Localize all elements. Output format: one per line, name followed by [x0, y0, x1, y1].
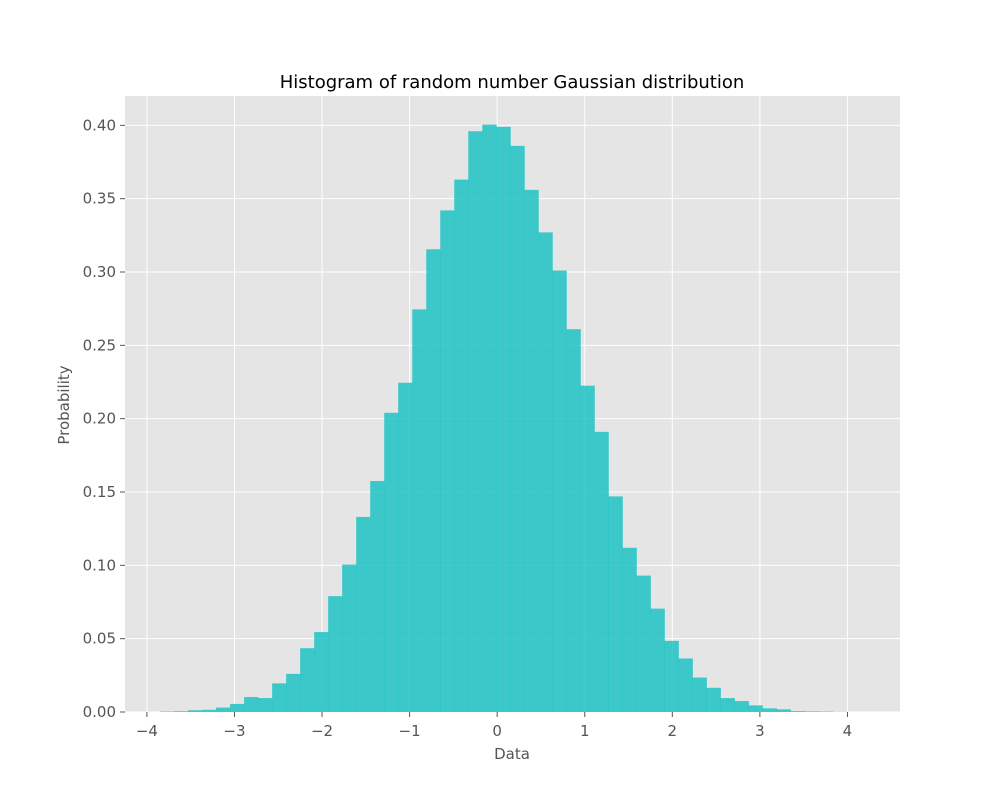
histogram-bar	[790, 711, 805, 712]
chart-title: Histogram of random number Gaussian dist…	[280, 72, 745, 93]
histogram-bar	[566, 329, 581, 712]
y-tick-label: 0.25	[83, 336, 116, 354]
x-tick-label: 2	[668, 722, 678, 740]
histogram-bar	[762, 708, 777, 712]
x-tick-label: 1	[580, 722, 590, 740]
histogram-bar	[776, 709, 791, 712]
histogram-bar	[286, 673, 301, 712]
histogram-bar	[524, 189, 539, 712]
y-axis-label: Probability	[55, 365, 73, 444]
histogram-bar	[202, 709, 217, 712]
histogram-bar	[272, 683, 287, 712]
histogram-bar	[650, 608, 665, 712]
x-tick-label: −1	[399, 722, 421, 740]
histogram-bar	[314, 632, 329, 712]
histogram-bar	[468, 131, 483, 712]
histogram-bar	[412, 309, 427, 712]
histogram-bar	[678, 658, 693, 712]
x-tick-label: 0	[492, 722, 502, 740]
histogram-bar	[720, 698, 735, 712]
histogram-bar	[594, 431, 609, 712]
histogram-bar	[482, 124, 497, 713]
histogram-bar	[328, 596, 343, 712]
x-tick-label: −2	[311, 722, 333, 740]
histogram-bar	[230, 703, 245, 712]
y-tick-label: 0.40	[83, 116, 116, 134]
y-tick-label: 0.35	[83, 190, 116, 208]
histogram-bar	[258, 698, 273, 712]
histogram-bar	[244, 697, 259, 712]
histogram-bar	[370, 481, 385, 712]
histogram-bar	[692, 677, 707, 712]
histogram-bar	[174, 711, 189, 712]
histogram-bar	[384, 412, 399, 712]
x-tick-label: −4	[136, 722, 158, 740]
x-tick-label: −3	[223, 722, 245, 740]
histogram-bar	[664, 640, 679, 712]
y-tick-label: 0.00	[83, 703, 116, 721]
histogram-bar	[356, 516, 371, 712]
histogram-bar	[636, 575, 651, 712]
y-tick-label: 0.15	[83, 483, 116, 501]
histogram-bar	[734, 701, 749, 712]
x-tick-label: 4	[843, 722, 853, 740]
x-axis-label: Data	[494, 745, 530, 763]
histogram-bar	[608, 496, 623, 712]
histogram-bar	[440, 210, 455, 712]
histogram-bar	[622, 547, 637, 712]
x-tick-labels: −4 −3 −2 −1 0 1 2 3 4	[136, 722, 852, 740]
y-tick-labels: 0.00 0.05 0.10 0.15 0.20 0.25 0.30 0.35 0.40	[83, 116, 116, 721]
histogram-bar	[496, 126, 511, 713]
histogram-bar	[580, 385, 595, 712]
x-tick-label: 3	[755, 722, 765, 740]
y-tick-label: 0.05	[83, 630, 116, 648]
histogram-bar	[552, 270, 567, 712]
histogram-bar	[342, 564, 357, 712]
histogram-bar	[706, 687, 721, 712]
histogram-bar	[510, 145, 525, 712]
histogram-bar	[398, 382, 413, 712]
y-tick-marks	[120, 124, 125, 713]
y-tick-label: 0.10	[83, 556, 116, 574]
histogram-bar	[804, 711, 819, 712]
histogram-bar	[216, 707, 231, 712]
histogram-bar	[538, 232, 553, 712]
histogram-bar	[748, 705, 763, 712]
histogram-bar	[454, 179, 469, 713]
histogram-bar	[188, 710, 203, 712]
x-tick-marks	[146, 712, 848, 717]
histogram-bar	[426, 249, 441, 712]
y-tick-label: 0.30	[83, 263, 116, 281]
y-tick-label: 0.20	[83, 410, 116, 428]
histogram-bars	[160, 124, 847, 713]
histogram-bar	[300, 648, 315, 712]
